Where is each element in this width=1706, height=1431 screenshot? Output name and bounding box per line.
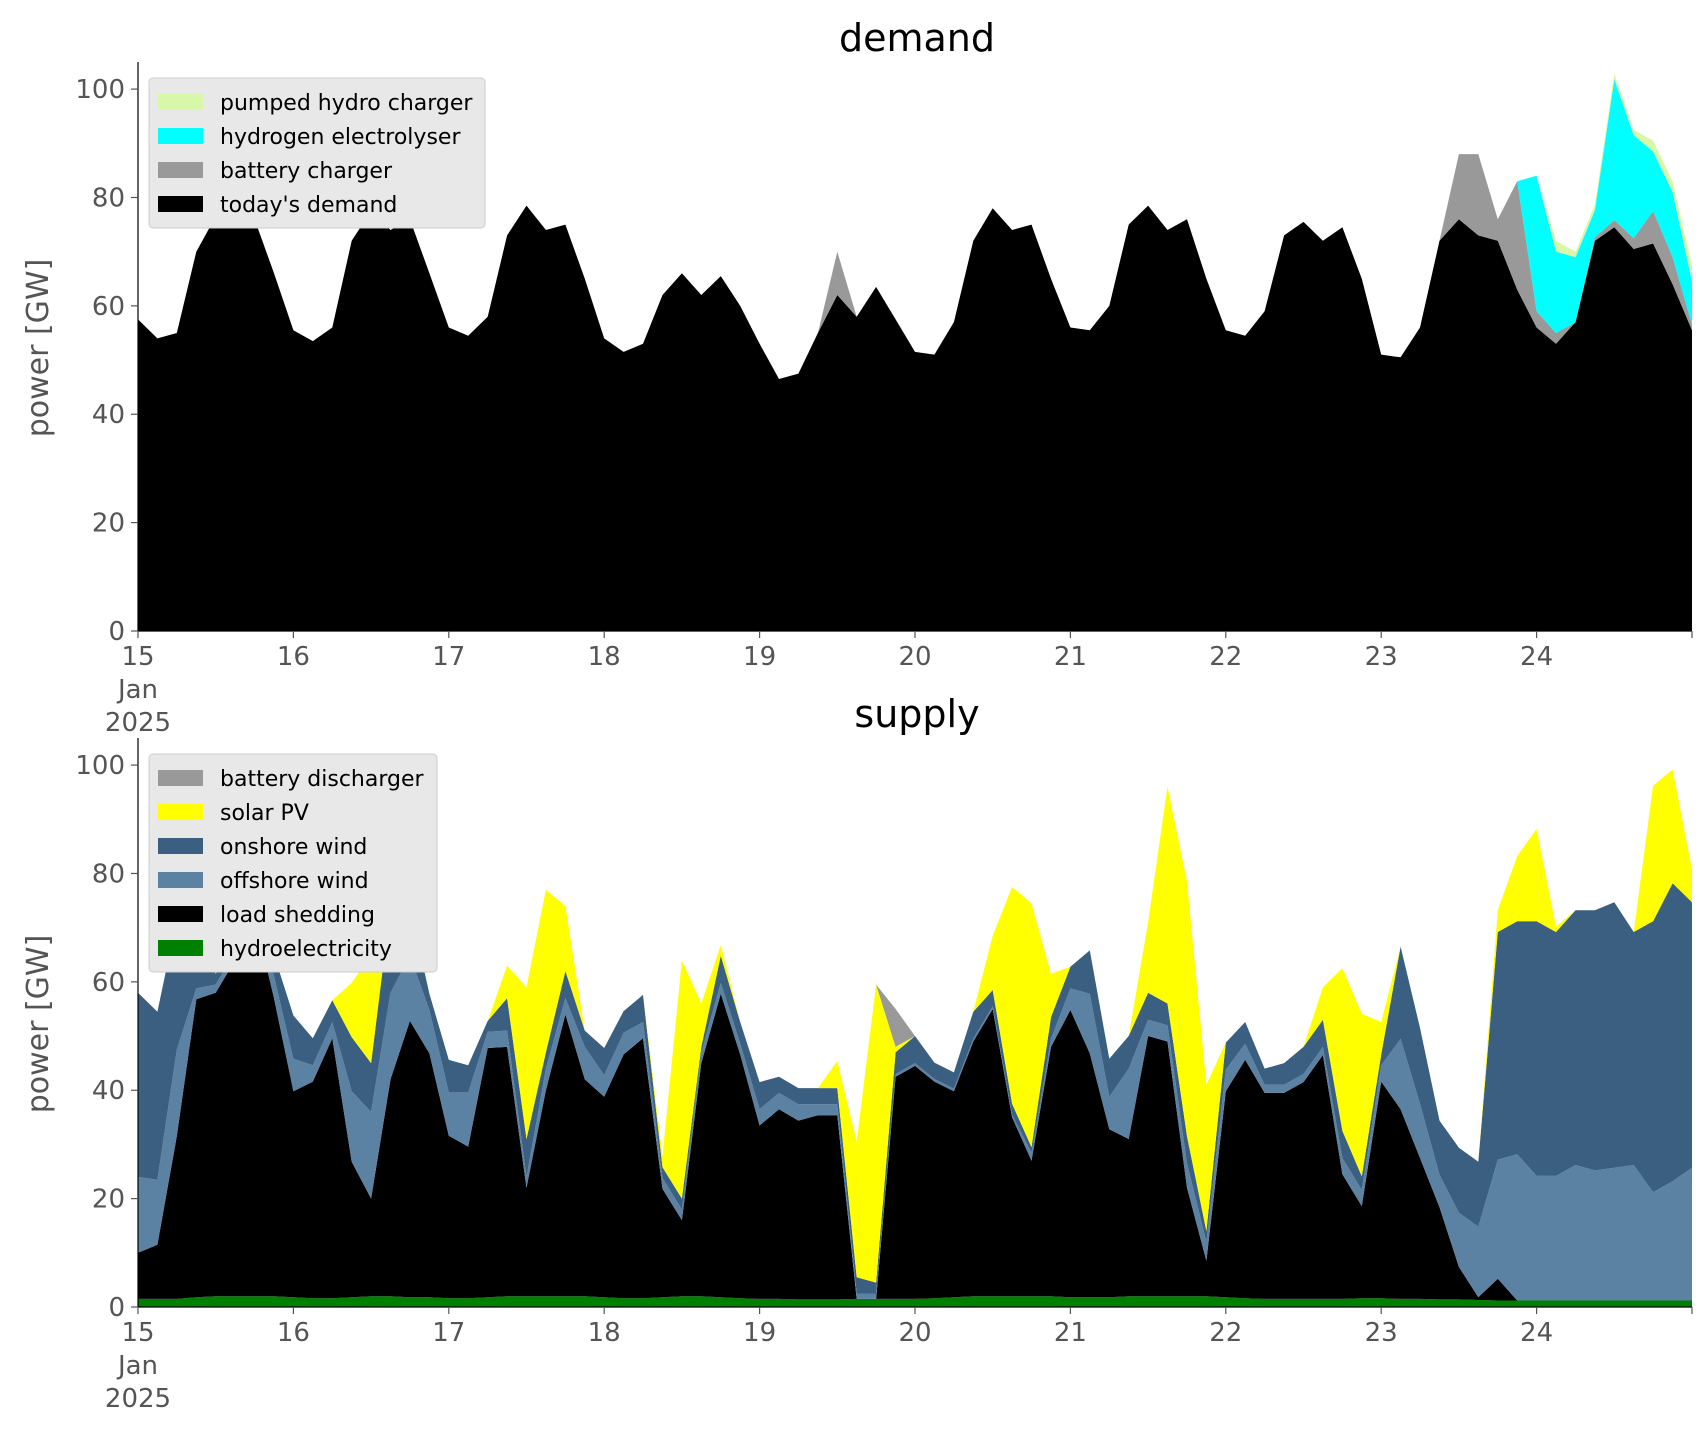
demand-y-tick-label: 40 <box>92 400 125 430</box>
supply-area-onshore-wind <box>138 883 1692 1294</box>
supply-legend-swatch-offshore-wind <box>158 872 203 888</box>
supply-legend-label-load-shedding: load shedding <box>220 903 375 928</box>
demand-x-tick-label: 15 <box>121 642 154 672</box>
demand-y-tick-label: 100 <box>75 75 125 105</box>
demand-x-tick-label: 19 <box>743 642 776 672</box>
demand-legend-swatch-battery-charger <box>158 162 203 178</box>
supply-areas <box>138 769 1692 1307</box>
supply-legend-swatch-battery-discharger <box>158 770 203 786</box>
supply-x-tick-label: 22 <box>1209 1318 1242 1348</box>
supply-x-tick-label: 21 <box>1054 1318 1087 1348</box>
demand-x-tick-label: 2025 <box>105 708 171 738</box>
demand-x-tick-label: 24 <box>1520 642 1553 672</box>
supply-y-axis-label: power [GW] <box>21 935 56 1114</box>
supply-legend: battery discharger solar PV onshore wind of… <box>148 753 438 973</box>
supply-y-tick-label: 100 <box>75 751 125 781</box>
supply-x-tick-label: 17 <box>432 1318 465 1348</box>
supply-legend-swatch-hydroelectricity <box>158 940 203 956</box>
demand-x-tick-label: 16 <box>277 642 310 672</box>
supply-x-tick-label: 19 <box>743 1318 776 1348</box>
supply-x-tick-label: 23 <box>1365 1318 1398 1348</box>
demand-legend-swatch-hydrogen-electrolyser <box>158 128 203 144</box>
supply-legend-label-battery-discharger: battery discharger <box>220 767 425 792</box>
supply-x-tick-label: 16 <box>277 1318 310 1348</box>
demand-x-tick-label: 22 <box>1209 642 1242 672</box>
demand-y-tick-label: 80 <box>92 183 125 213</box>
demand-legend-label-today-s-demand: today's demand <box>220 193 397 218</box>
supply-x-tick-label: 24 <box>1520 1318 1553 1348</box>
demand-y-axis-label: power [GW] <box>21 259 56 438</box>
supply-legend-label-solar-pv: solar PV <box>220 801 309 826</box>
demand-legend-swatch-pumped-hydro-charger <box>158 94 203 110</box>
supply-y-tick-label: 80 <box>92 859 125 889</box>
demand-legend-label-pumped-hydro-charger: pumped hydro charger <box>220 91 473 116</box>
supply-area-load-shedding <box>138 916 1692 1301</box>
supply-chart-title: supply <box>854 692 979 736</box>
demand-y-tick-label: 60 <box>92 292 125 322</box>
demand-legend-label-battery-charger: battery charger <box>220 159 393 184</box>
demand-x-tick-label: 20 <box>898 642 931 672</box>
demand-areas <box>138 73 1692 631</box>
demand-area-today-s-demand <box>138 205 1692 631</box>
supply-legend-swatch-solar-pv <box>158 804 203 820</box>
supply-area-hydroelectricity <box>138 1296 1692 1307</box>
demand-y-tick-label: 20 <box>92 509 125 539</box>
demand-x-tick-label: 21 <box>1054 642 1087 672</box>
supply-x-tick-label: 15 <box>121 1318 154 1348</box>
demand-y-tick-label: 0 <box>108 617 125 647</box>
supply-legend-label-offshore-wind: offshore wind <box>220 869 369 894</box>
demand-x-tick-label: 18 <box>588 642 621 672</box>
demand-legend-label-hydrogen-electrolyser: hydrogen electrolyser <box>220 125 461 150</box>
demand-legend-swatch-today-s-demand <box>158 196 203 212</box>
demand-legend-box <box>148 77 486 229</box>
supply-y-tick-label: 60 <box>92 968 125 998</box>
demand-x-tick-label: 17 <box>432 642 465 672</box>
supply-legend-swatch-onshore-wind <box>158 838 203 854</box>
supply-x-tick-label: 18 <box>588 1318 621 1348</box>
supply-legend-swatch-load-shedding <box>158 906 203 922</box>
supply-y-tick-label: 40 <box>92 1076 125 1106</box>
demand-legend: pumped hydro charger hydrogen electrolyse… <box>148 77 486 229</box>
supply-x-tick-label: 20 <box>898 1318 931 1348</box>
supply-legend-box <box>148 753 438 973</box>
supply-legend-label-hydroelectricity: hydroelectricity <box>220 937 392 962</box>
demand-x-tick-label: Jan <box>116 675 158 705</box>
demand-x-tick-label: 23 <box>1365 642 1398 672</box>
supply-area-offshore-wind <box>138 906 1692 1301</box>
supply-legend-label-onshore-wind: onshore wind <box>220 835 367 860</box>
supply-y-tick-label: 20 <box>92 1185 125 1215</box>
supply-x-tick-label: Jan <box>116 1351 158 1381</box>
supply-y-tick-label: 0 <box>108 1293 125 1323</box>
supply-area-solar-pv <box>138 769 1692 1283</box>
supply-x-tick-label: 2025 <box>105 1384 171 1414</box>
demand-chart-title: demand <box>839 16 995 60</box>
